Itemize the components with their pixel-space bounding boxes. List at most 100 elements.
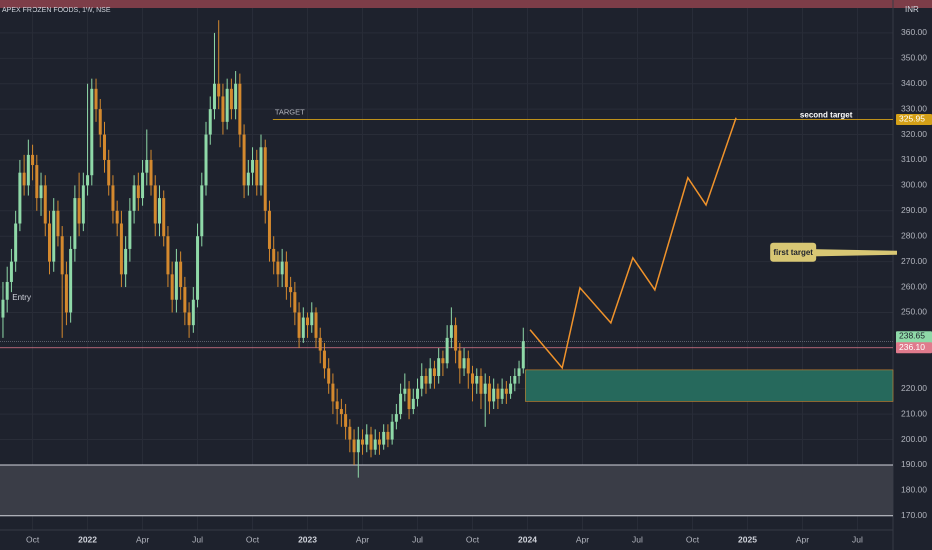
candle-body xyxy=(162,198,166,237)
candle-body xyxy=(14,223,18,262)
x-tick-label: Oct xyxy=(466,534,480,544)
candle-body xyxy=(69,248,73,313)
candle-body xyxy=(153,185,157,224)
x-tick-label: Apr xyxy=(136,534,149,544)
candle-body xyxy=(35,165,39,199)
candle-body xyxy=(437,358,441,376)
candle-body xyxy=(255,159,259,186)
candle-body xyxy=(229,88,233,110)
x-tick-label: 2025 xyxy=(738,534,757,544)
y-tick-label: 280.00 xyxy=(901,230,927,240)
candle-body xyxy=(479,375,483,394)
candle-body xyxy=(475,375,479,384)
candle-body xyxy=(119,223,123,275)
candle-body xyxy=(377,439,381,445)
y-tick-label: 360.00 xyxy=(901,27,927,37)
y-tick-label: 250.00 xyxy=(901,307,927,317)
y-tick-label: 270.00 xyxy=(901,256,927,266)
y-tick-label: 340.00 xyxy=(901,78,927,88)
candle-body xyxy=(344,414,348,427)
candle-body xyxy=(81,185,85,224)
y-tick-label: 290.00 xyxy=(901,205,927,215)
candle-body xyxy=(64,274,68,313)
candle-body xyxy=(297,312,301,338)
candle-body xyxy=(5,281,9,300)
candle-body xyxy=(301,317,305,338)
x-tick-label: Oct xyxy=(246,534,260,544)
candle-body xyxy=(259,147,263,186)
y-tick-label: 200.00 xyxy=(901,434,927,444)
x-tick-label: Apr xyxy=(356,534,369,544)
y-tick-label: 320.00 xyxy=(901,129,927,139)
candle-body xyxy=(136,185,140,199)
candle-body xyxy=(242,134,246,186)
candle-body xyxy=(98,109,102,135)
x-tick-label: 2024 xyxy=(518,534,537,544)
x-tick-label: Jul xyxy=(852,534,863,544)
candle-body xyxy=(43,185,47,224)
y-tick-label: 310.00 xyxy=(901,154,927,164)
candle-body xyxy=(399,393,403,415)
candle-body xyxy=(373,439,377,450)
candle-body xyxy=(390,421,394,440)
candle-body xyxy=(458,350,462,369)
demand-zone xyxy=(525,369,894,402)
candle-body xyxy=(238,83,242,135)
candle-body xyxy=(141,172,145,199)
candle-body xyxy=(449,325,453,338)
candle-body xyxy=(179,261,183,288)
top-band xyxy=(0,0,932,8)
candle-body xyxy=(267,210,271,249)
candle-body xyxy=(382,431,386,445)
candle-body xyxy=(327,368,331,384)
candle-body xyxy=(90,88,94,176)
candle-body xyxy=(217,83,221,97)
candle-body xyxy=(483,383,487,394)
candle-body xyxy=(200,185,204,237)
candle-body xyxy=(441,358,445,364)
candle-body xyxy=(352,439,356,453)
last-price-tag: 238.65 xyxy=(899,331,925,341)
candle-body xyxy=(365,434,369,445)
candle-body xyxy=(492,388,496,402)
annotation: Entry xyxy=(12,293,31,302)
candle-body xyxy=(196,236,200,300)
y-tick-label: 260.00 xyxy=(901,281,927,291)
candle-body xyxy=(225,88,229,122)
candle-body xyxy=(272,248,276,262)
candle-body xyxy=(445,337,449,364)
candle-body xyxy=(289,287,293,293)
candle-body xyxy=(276,261,280,275)
candle-body xyxy=(166,236,170,275)
callout-box xyxy=(770,242,817,262)
candle-body xyxy=(462,358,466,369)
candle-body xyxy=(22,172,26,186)
x-tick-label: Jul xyxy=(412,534,423,544)
candle-body xyxy=(428,368,432,384)
candle-body xyxy=(280,261,284,275)
candle-body xyxy=(394,414,398,422)
candle-body xyxy=(335,401,339,410)
candle-body xyxy=(107,159,111,186)
candle-body xyxy=(356,439,360,453)
candle-body xyxy=(94,88,98,110)
candle-body xyxy=(157,198,161,224)
y-tick-label: 350.00 xyxy=(901,53,927,63)
callout-text: first target xyxy=(773,248,813,257)
candle-body xyxy=(432,368,436,376)
lower-zone xyxy=(0,464,893,516)
candle-body xyxy=(263,147,267,211)
candle-body xyxy=(369,434,373,450)
candle-body xyxy=(361,439,365,445)
candle-body xyxy=(208,109,212,135)
y-tick-label: 180.00 xyxy=(901,485,927,495)
candle-body xyxy=(149,159,153,186)
candle-body xyxy=(9,261,13,282)
candle-body xyxy=(31,154,35,166)
y-tick-label: 330.00 xyxy=(901,103,927,113)
candle-body xyxy=(1,299,5,318)
candle-body xyxy=(487,383,491,402)
